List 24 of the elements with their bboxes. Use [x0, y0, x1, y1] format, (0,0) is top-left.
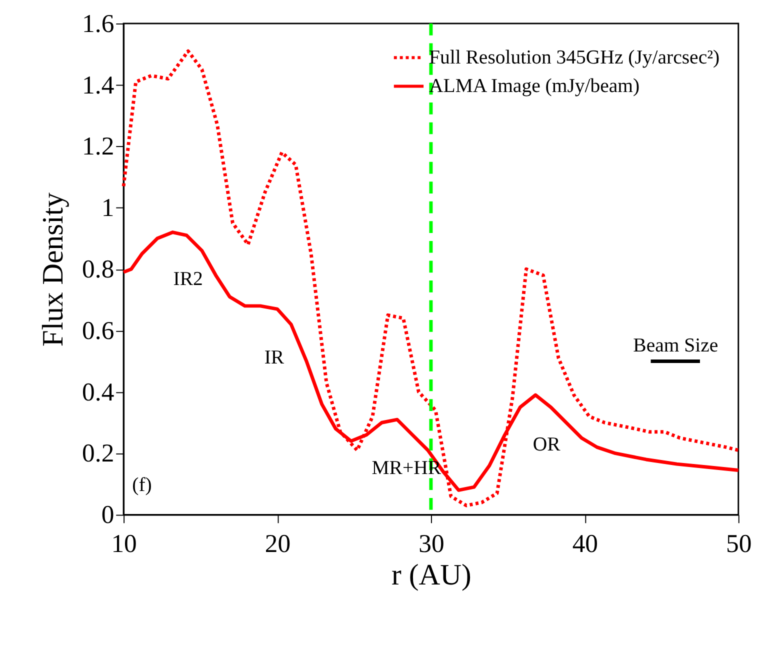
- y-axis-title: Flux Density: [37, 192, 70, 347]
- y-tick-label: 0.8: [82, 254, 114, 284]
- y-tick-label: 1.2: [82, 132, 114, 161]
- annotation: Beam Size: [633, 334, 718, 357]
- y-tick-label: 0: [101, 500, 114, 530]
- x-tick-label: 50: [726, 528, 752, 558]
- y-tick-label: 0.4: [82, 377, 114, 406]
- line-series: [122, 49, 740, 508]
- annotation: OR: [532, 433, 562, 456]
- x-tick-label: 10: [111, 528, 137, 558]
- x-axis-title: r (AU): [392, 559, 472, 592]
- x-tick-label: 40: [572, 528, 598, 558]
- legend-label: Full Resolution 345GHz (Jy/arcsec²): [428, 46, 720, 69]
- y-tick-label: 1.4: [82, 70, 114, 100]
- y-tick-label: 0.2: [82, 438, 114, 468]
- y-tick-label: 1.6: [82, 8, 114, 38]
- y-tick-label: 0.6: [82, 316, 114, 345]
- y-tick-label: 1: [101, 193, 114, 222]
- annotation: (f): [132, 474, 152, 496]
- annotation: IR: [264, 346, 285, 368]
- x-tick-label: 20: [264, 528, 291, 558]
- annotation: MR+HR: [372, 457, 442, 480]
- annotation: IR2: [173, 268, 203, 290]
- x-tick-label: 30: [418, 528, 444, 558]
